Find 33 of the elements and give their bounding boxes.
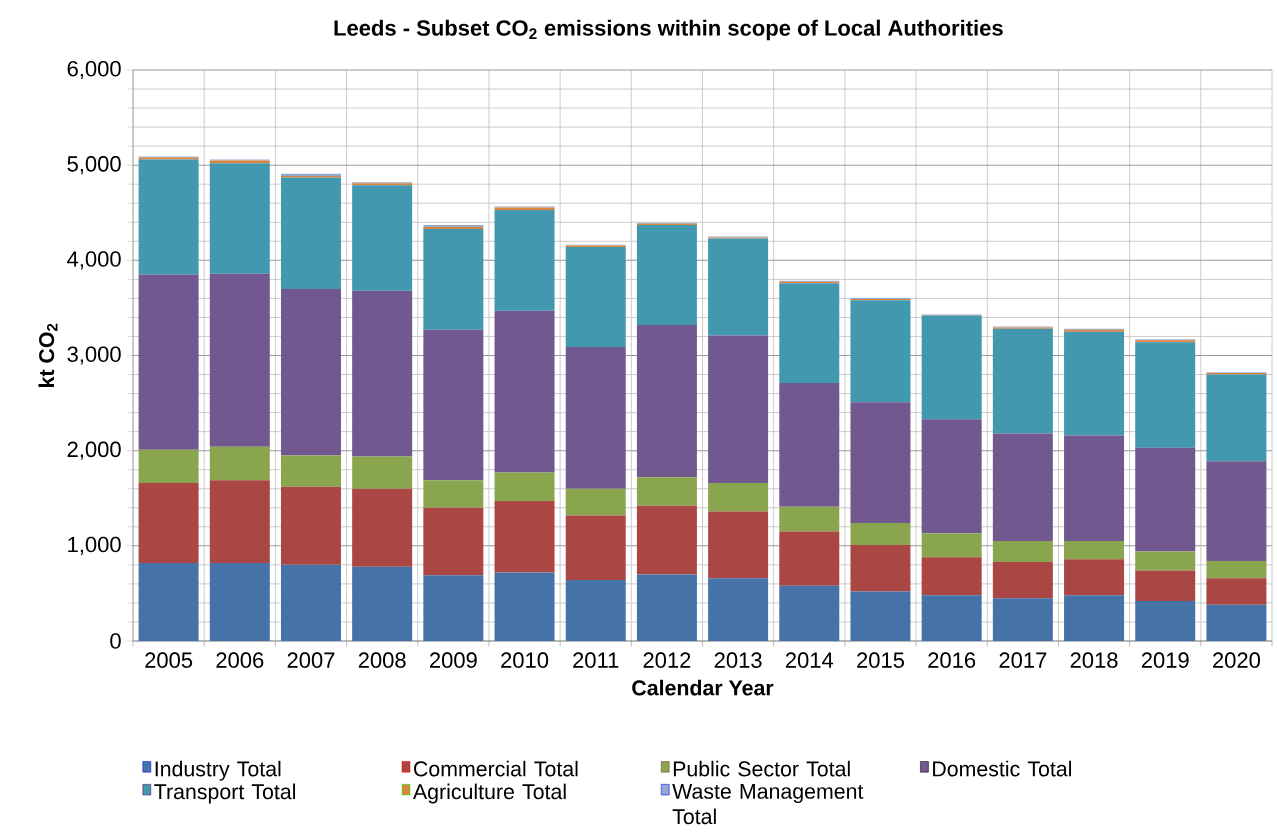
y-tick-label: 0 <box>110 633 121 649</box>
x-tick-label: 2010 <box>501 652 549 668</box>
x-tick-label: 2007 <box>287 652 335 668</box>
x-tick-label: 2017 <box>999 652 1047 668</box>
x-tick-label: 2009 <box>429 652 477 668</box>
y-tick-label: 2,000 <box>67 441 121 460</box>
legend-label: Public Sector Total <box>673 760 850 777</box>
legend-label: Agriculture Total <box>412 783 566 804</box>
y-axis-title: kt CO$_{2}$ <box>38 323 58 387</box>
x-tick-label: 2019 <box>1141 652 1189 668</box>
x-tick-label: 2018 <box>1070 652 1118 668</box>
x-tick-label: 2016 <box>928 652 976 668</box>
legend-label: Transport Total <box>154 783 295 804</box>
x-tick-label: 2012 <box>643 652 691 668</box>
legend-label: Waste Management Total <box>672 783 864 825</box>
x-axis-title: Calendar Year <box>632 679 774 696</box>
x-tick-label: 2006 <box>216 652 264 668</box>
legend-label: Industry Total <box>155 760 281 781</box>
legend-label: Commercial Total <box>414 760 578 777</box>
x-tick-label: 2014 <box>785 652 834 668</box>
y-tick-label: 1,000 <box>68 536 121 555</box>
x-tick-label: 2008 <box>358 652 406 668</box>
x-tick-label: 2005 <box>145 652 193 668</box>
y-tick-label: 6,000 <box>67 60 121 80</box>
y-tick-label: 5,000 <box>67 156 121 175</box>
x-tick-label: 2013 <box>714 652 762 668</box>
y-tick-label: 4,000 <box>67 251 121 270</box>
chart-title: Leeds - Subset CO$_{2}$ emissions within scope of Local Authorities <box>334 19 1003 41</box>
legend-label: Domestic Total <box>933 760 1071 777</box>
x-tick-label: 2015 <box>857 652 905 668</box>
x-tick-label: 2020 <box>1213 652 1261 668</box>
x-tick-label: 2011 <box>573 652 619 668</box>
y-tick-label: 3,000 <box>67 346 121 365</box>
